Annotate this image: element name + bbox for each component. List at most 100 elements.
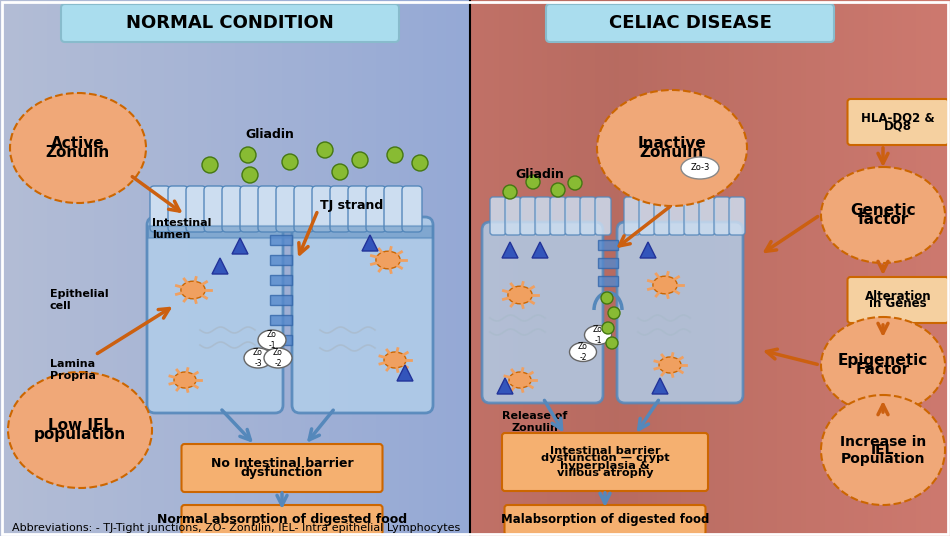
- FancyBboxPatch shape: [546, 4, 834, 42]
- Text: Abbreviations: - TJ-Tight junctions, ZO- Zonulin, IEL- Intra epithelial Lymphocy: Abbreviations: - TJ-Tight junctions, ZO-…: [12, 523, 460, 533]
- Circle shape: [242, 167, 258, 183]
- Circle shape: [317, 142, 333, 158]
- Polygon shape: [232, 238, 248, 254]
- FancyBboxPatch shape: [168, 186, 188, 232]
- FancyBboxPatch shape: [550, 197, 566, 235]
- FancyBboxPatch shape: [595, 197, 611, 235]
- Text: Zonulin: Zonulin: [46, 145, 110, 160]
- FancyBboxPatch shape: [714, 197, 730, 235]
- Text: hyperplasia &: hyperplasia &: [560, 460, 650, 471]
- Circle shape: [240, 147, 256, 163]
- Bar: [598, 258, 618, 268]
- Text: DQ8: DQ8: [884, 120, 912, 132]
- FancyBboxPatch shape: [669, 197, 685, 235]
- Circle shape: [608, 307, 620, 319]
- Text: Population: Population: [841, 451, 925, 465]
- Polygon shape: [397, 365, 413, 381]
- FancyBboxPatch shape: [617, 222, 743, 403]
- FancyBboxPatch shape: [580, 197, 596, 235]
- Circle shape: [202, 157, 218, 173]
- Text: Malabsorption of digested food: Malabsorption of digested food: [501, 513, 710, 526]
- FancyBboxPatch shape: [520, 197, 536, 235]
- FancyBboxPatch shape: [565, 197, 581, 235]
- Ellipse shape: [8, 372, 152, 488]
- Circle shape: [282, 154, 298, 170]
- Text: Zo
-2: Zo -2: [578, 343, 588, 362]
- Text: No Intestinal barrier: No Intestinal barrier: [211, 457, 353, 471]
- Polygon shape: [212, 258, 228, 274]
- Text: Zo
-1: Zo -1: [593, 325, 603, 345]
- Circle shape: [503, 185, 517, 199]
- Ellipse shape: [821, 395, 945, 505]
- Ellipse shape: [597, 90, 747, 206]
- FancyBboxPatch shape: [504, 505, 706, 535]
- FancyBboxPatch shape: [729, 197, 745, 235]
- Text: Increase in: Increase in: [840, 435, 926, 449]
- FancyBboxPatch shape: [147, 217, 283, 413]
- Ellipse shape: [508, 286, 532, 304]
- FancyBboxPatch shape: [222, 186, 242, 232]
- Circle shape: [606, 337, 618, 349]
- FancyBboxPatch shape: [482, 222, 603, 403]
- Text: Release of
Zonulin: Release of Zonulin: [503, 411, 568, 433]
- Text: dysfunction: dysfunction: [240, 466, 323, 479]
- Ellipse shape: [681, 157, 719, 179]
- FancyBboxPatch shape: [535, 197, 551, 235]
- Ellipse shape: [180, 281, 205, 299]
- Text: Intestinal barrier: Intestinal barrier: [550, 446, 660, 456]
- Ellipse shape: [821, 317, 945, 413]
- Text: villous atrophy: villous atrophy: [557, 468, 654, 478]
- Ellipse shape: [10, 93, 146, 203]
- Ellipse shape: [376, 251, 400, 269]
- Text: Lamina
Propria: Lamina Propria: [50, 359, 96, 381]
- Text: Zo-3: Zo-3: [691, 163, 710, 173]
- Text: population: population: [34, 427, 126, 442]
- FancyBboxPatch shape: [276, 186, 296, 232]
- Text: Genetic: Genetic: [850, 203, 916, 218]
- Ellipse shape: [264, 348, 292, 368]
- Text: Intestinal
lumen: Intestinal lumen: [152, 218, 211, 240]
- Ellipse shape: [384, 352, 406, 368]
- Bar: [270, 315, 292, 325]
- Bar: [270, 275, 292, 285]
- Circle shape: [526, 175, 540, 189]
- Text: HLA-DQ2 &: HLA-DQ2 &: [862, 111, 935, 125]
- Text: TJ strand: TJ strand: [320, 198, 383, 212]
- Text: Gliadin: Gliadin: [516, 168, 564, 182]
- Polygon shape: [640, 242, 656, 258]
- FancyBboxPatch shape: [502, 433, 708, 491]
- Bar: [270, 235, 292, 245]
- FancyBboxPatch shape: [348, 186, 368, 232]
- Polygon shape: [362, 235, 378, 251]
- FancyBboxPatch shape: [240, 186, 260, 232]
- Ellipse shape: [569, 343, 597, 361]
- Ellipse shape: [653, 276, 677, 294]
- FancyBboxPatch shape: [847, 277, 948, 323]
- FancyBboxPatch shape: [384, 186, 404, 232]
- FancyBboxPatch shape: [150, 186, 170, 232]
- Text: Gliadin: Gliadin: [245, 129, 294, 142]
- FancyBboxPatch shape: [684, 197, 700, 235]
- FancyBboxPatch shape: [330, 186, 350, 232]
- Circle shape: [602, 322, 614, 334]
- Text: Zonulin: Zonulin: [640, 145, 704, 160]
- FancyBboxPatch shape: [258, 186, 278, 232]
- Polygon shape: [497, 378, 513, 394]
- Text: CELIAC DISEASE: CELIAC DISEASE: [609, 14, 771, 32]
- Circle shape: [387, 147, 403, 163]
- Bar: [148, 226, 433, 238]
- Bar: [598, 276, 618, 286]
- FancyBboxPatch shape: [624, 197, 640, 235]
- Text: dysfunction — crypt: dysfunction — crypt: [541, 453, 670, 463]
- FancyBboxPatch shape: [654, 197, 670, 235]
- FancyBboxPatch shape: [61, 4, 399, 42]
- Ellipse shape: [584, 325, 612, 345]
- Ellipse shape: [258, 330, 286, 350]
- Polygon shape: [532, 242, 548, 258]
- Text: Active: Active: [51, 136, 104, 151]
- Circle shape: [412, 155, 428, 171]
- Text: Zo
-3: Zo -3: [253, 348, 263, 368]
- Text: IEL: IEL: [871, 443, 895, 457]
- Ellipse shape: [509, 372, 531, 388]
- FancyBboxPatch shape: [847, 99, 948, 145]
